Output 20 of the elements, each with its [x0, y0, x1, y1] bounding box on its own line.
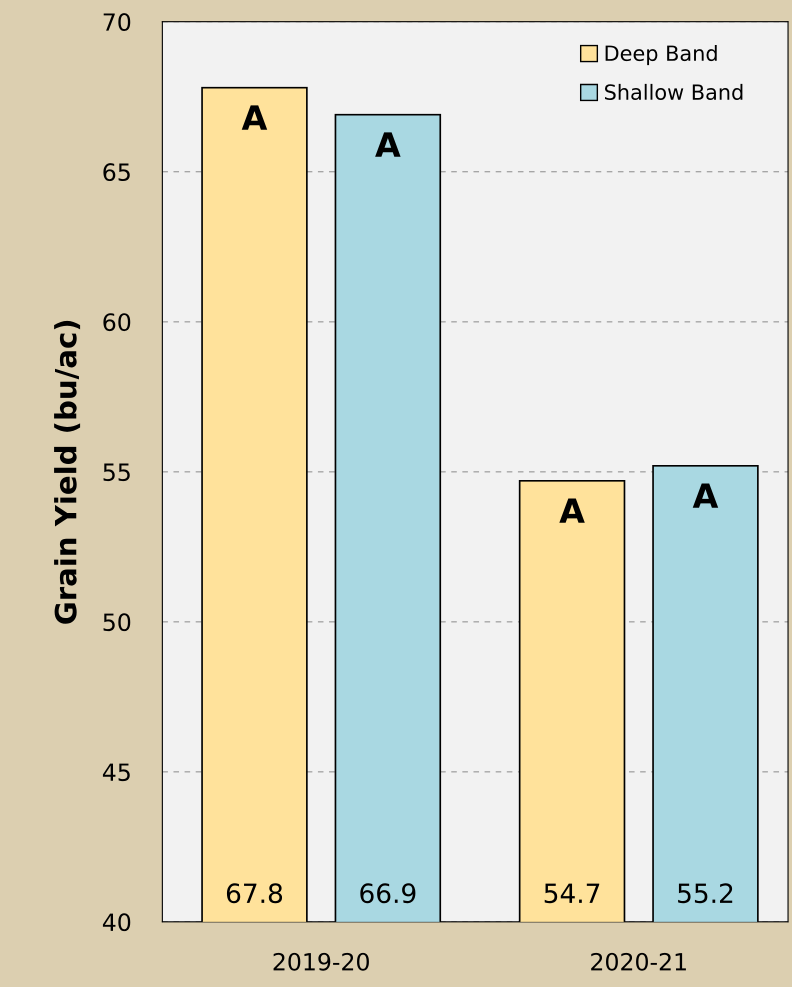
data-label: 66.9	[360, 883, 416, 904]
y-tick-label: 45	[102, 764, 130, 782]
y-axis-title: Grain Yield (bu/ac)	[54, 320, 80, 624]
legend-label: Shallow Band	[604, 84, 742, 100]
annotation: A	[692, 483, 718, 508]
y-tick-label: 60	[103, 313, 130, 332]
y-tick-label: 70	[104, 13, 130, 32]
data-label: 67.8	[226, 883, 282, 904]
y-tick-label: 50	[104, 613, 130, 632]
x-tick-label: 2019-20	[274, 952, 369, 971]
x-tick-label: 2020-21	[591, 952, 686, 971]
annotation: A	[375, 132, 401, 157]
annotation: A	[559, 498, 585, 523]
data-label: 54.7	[544, 884, 600, 904]
legend-label: Deep Band	[606, 44, 717, 66]
y-tick-label: 65	[103, 163, 130, 182]
y-tick-label: 55	[104, 464, 130, 482]
annotation: A	[242, 105, 268, 130]
y-tick-label: 40	[102, 913, 130, 932]
data-label: 55.2	[678, 883, 732, 904]
